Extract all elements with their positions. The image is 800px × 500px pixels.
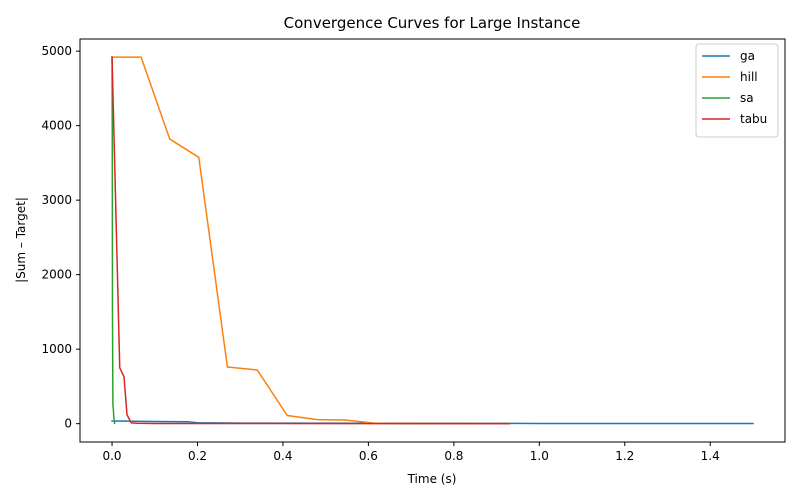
series-line-sa (111, 56, 116, 425)
series-line-tabu (111, 56, 511, 425)
legend-label-sa: sa (740, 91, 754, 105)
legend-label-tabu: tabu (740, 112, 767, 126)
series-layer (111, 56, 754, 425)
legend-label-hill: hill (740, 70, 758, 84)
legend: ga hill sa tabu (695, 43, 779, 138)
y-tick-label: 1000 (41, 342, 72, 356)
y-tick-label: 0 (64, 417, 72, 431)
y-axis-label: |Sum – Target| (14, 197, 28, 283)
y-tick-label: 4000 (41, 119, 72, 133)
y-tick-label: 5000 (41, 44, 72, 58)
axes-frame (79, 38, 786, 443)
plot-area (79, 38, 786, 443)
x-tick-label: 0.4 (273, 449, 292, 463)
x-axis-label: Time (s) (407, 472, 457, 486)
y-tick-label: 3000 (41, 193, 72, 207)
x-tick-label: 1.2 (615, 449, 634, 463)
x-tick-label: 0.8 (444, 449, 463, 463)
chart-title: Convergence Curves for Large Instance (284, 14, 581, 32)
x-tick-label: 1.0 (530, 449, 549, 463)
x-tick-label: 0.6 (359, 449, 378, 463)
legend-label-ga: ga (740, 49, 755, 63)
x-tick-label: 0.2 (188, 449, 207, 463)
y-tick-label: 2000 (41, 268, 72, 282)
y-axis-ticks: 0 1000 2000 3000 4000 5000 (41, 44, 80, 431)
x-axis-ticks: 0.0 0.2 0.4 0.6 0.8 1.0 1.2 1.4 (102, 442, 720, 463)
x-tick-label: 0.0 (102, 449, 121, 463)
x-tick-label: 1.4 (701, 449, 720, 463)
legend-box (695, 43, 779, 138)
